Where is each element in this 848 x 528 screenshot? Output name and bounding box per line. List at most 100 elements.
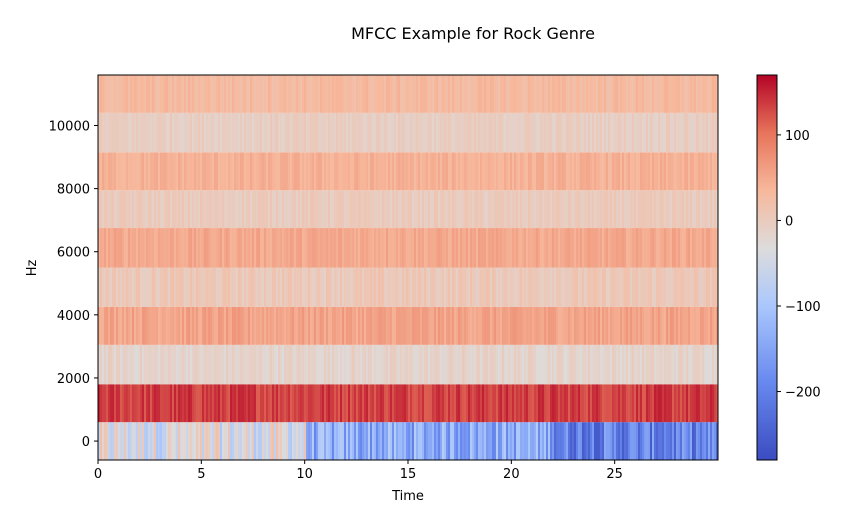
heatmap-cell xyxy=(498,152,501,191)
y-tick-label: 4000 xyxy=(57,309,90,324)
heatmap-cell xyxy=(234,344,237,385)
heatmap-cell xyxy=(288,306,291,345)
heatmap-cell xyxy=(400,75,403,113)
heatmap-cell xyxy=(680,344,683,385)
heatmap-cell xyxy=(596,344,599,385)
heatmap-cell xyxy=(430,228,433,268)
heatmap-cell xyxy=(670,267,673,307)
heatmap-cell xyxy=(520,344,523,385)
heatmap-cell xyxy=(628,422,631,460)
heatmap-cell xyxy=(472,228,475,268)
heatmap-cell xyxy=(306,267,309,307)
heatmap-cell xyxy=(682,384,685,423)
heatmap-cell xyxy=(338,267,341,307)
heatmap-cell xyxy=(456,422,459,460)
heatmap-cell xyxy=(158,422,161,460)
heatmap-cell xyxy=(470,267,473,307)
x-tick-label: 10 xyxy=(296,467,313,482)
heatmap-cell xyxy=(410,422,413,460)
heatmap-cell xyxy=(562,152,565,191)
heatmap-cell xyxy=(706,190,709,229)
heatmap-cell xyxy=(284,306,287,345)
heatmap-cell xyxy=(528,190,531,229)
heatmap-cell xyxy=(198,112,201,153)
heatmap-cell xyxy=(642,228,645,268)
heatmap-cell xyxy=(384,422,387,460)
heatmap-cell xyxy=(250,306,253,345)
heatmap-cell xyxy=(180,306,183,345)
heatmap-cell xyxy=(202,152,205,191)
heatmap-cell xyxy=(614,267,617,307)
heatmap-cell xyxy=(552,384,555,423)
heatmap-cell xyxy=(646,344,649,385)
heatmap-cell xyxy=(202,228,205,268)
heatmap-cell xyxy=(154,190,157,229)
heatmap-cell xyxy=(214,152,217,191)
heatmap-cell xyxy=(388,267,391,307)
heatmap-cell xyxy=(506,152,509,191)
heatmap-cell xyxy=(504,306,507,345)
heatmap-cell xyxy=(464,75,467,113)
heatmap-cell xyxy=(350,228,353,268)
heatmap-cell xyxy=(132,384,135,423)
heatmap-cell xyxy=(124,112,127,153)
heatmap-cell xyxy=(222,152,225,191)
heatmap-cell xyxy=(430,75,433,113)
heatmap-cell xyxy=(176,75,179,113)
heatmap-cell xyxy=(678,344,681,385)
heatmap-cell xyxy=(424,384,427,423)
heatmap-cell xyxy=(242,306,245,345)
heatmap-cell xyxy=(120,422,123,460)
heatmap-cell xyxy=(574,190,577,229)
heatmap-cell xyxy=(508,422,511,460)
heatmap-cell xyxy=(294,384,297,423)
heatmap-cell xyxy=(194,190,197,229)
heatmap-cell xyxy=(290,344,293,385)
heatmap-cell xyxy=(482,344,485,385)
heatmap-cell xyxy=(286,422,289,460)
heatmap-cell xyxy=(470,384,473,423)
heatmap-cell xyxy=(174,112,177,153)
heatmap-cell xyxy=(714,228,717,268)
heatmap-cell xyxy=(510,384,513,423)
heatmap-cell xyxy=(168,267,171,307)
heatmap-cell xyxy=(710,112,713,153)
heatmap-cell xyxy=(444,112,447,153)
heatmap-cell xyxy=(144,75,147,113)
heatmap-cell xyxy=(162,228,165,268)
heatmap-cell xyxy=(314,344,317,385)
heatmap-cell xyxy=(152,306,155,345)
heatmap-cell xyxy=(196,228,199,268)
heatmap-cell xyxy=(280,190,283,229)
heatmap-cell xyxy=(160,384,163,423)
heatmap-cell xyxy=(608,422,611,460)
heatmap-cell xyxy=(708,384,711,423)
heatmap-cell xyxy=(200,267,203,307)
heatmap-cell xyxy=(418,152,421,191)
heatmap-cell xyxy=(292,267,295,307)
heatmap-cell xyxy=(712,384,715,423)
heatmap-cell xyxy=(666,190,669,229)
heatmap-cell xyxy=(484,384,487,423)
heatmap-cell xyxy=(648,112,651,153)
heatmap-cell xyxy=(684,422,687,460)
heatmap-cell xyxy=(444,190,447,229)
heatmap-cell xyxy=(678,422,681,460)
heatmap-cell xyxy=(124,344,127,385)
heatmap-cell xyxy=(274,384,277,423)
heatmap-cell xyxy=(118,422,121,460)
heatmap-cell xyxy=(356,422,359,460)
heatmap-cell xyxy=(600,344,603,385)
heatmap-cell xyxy=(426,267,429,307)
heatmap-cell xyxy=(296,75,299,113)
heatmap-cell xyxy=(704,267,707,307)
heatmap-cell xyxy=(706,344,709,385)
heatmap-area xyxy=(98,75,719,460)
heatmap-cell xyxy=(492,384,495,423)
heatmap-cell xyxy=(164,75,167,113)
heatmap-cell xyxy=(334,228,337,268)
heatmap-cell xyxy=(246,422,249,460)
heatmap-cell xyxy=(432,384,435,423)
heatmap-cell xyxy=(612,267,615,307)
heatmap-cell xyxy=(364,75,367,113)
